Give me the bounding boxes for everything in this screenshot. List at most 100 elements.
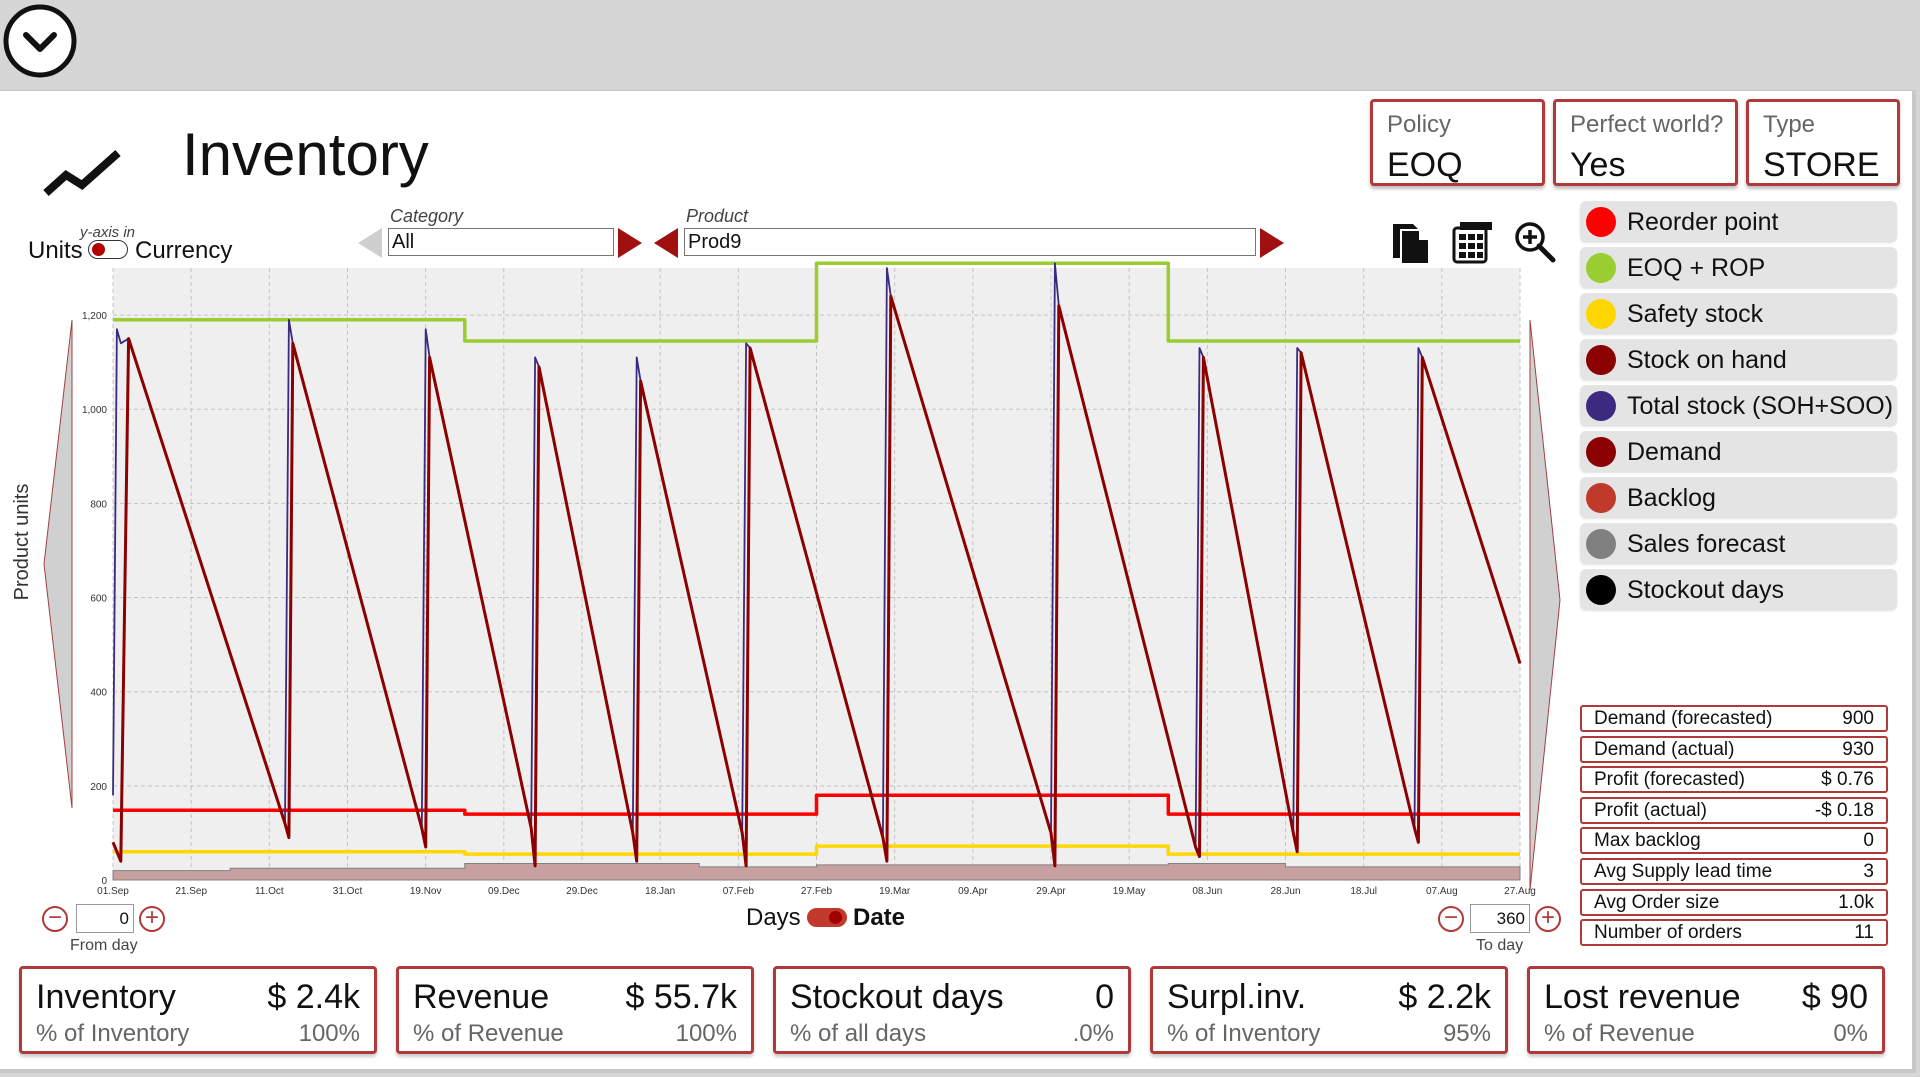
y-tick-label: 800 [90, 499, 107, 510]
kpi-value: $ 2.4k [267, 978, 360, 1016]
legend-swatch [1586, 253, 1616, 283]
legend-item[interactable]: Backlog [1580, 477, 1897, 517]
policy-box[interactable]: Policy EOQ [1370, 99, 1545, 186]
yaxis-toggle[interactable] [88, 240, 128, 259]
type-value: STORE [1763, 146, 1880, 184]
legend-item[interactable]: Reorder point [1580, 201, 1897, 241]
x-tick-label: 08.Jun [1192, 886, 1222, 897]
type-box[interactable]: Type STORE [1746, 99, 1900, 186]
date-label[interactable]: Date [853, 904, 906, 931]
stat-label: Demand (forecasted) [1594, 708, 1773, 729]
chart-scroll-left[interactable] [43, 319, 73, 809]
copy-icon[interactable] [1389, 218, 1433, 266]
kpi-percent: 100% [298, 1020, 360, 1047]
x-tick-label: 18.Jul [1350, 886, 1377, 897]
kpi-card[interactable]: Lost revenue $ 90 % of Revenue 0% [1527, 966, 1885, 1054]
stat-row: Profit (actual) -$ 0.18 [1580, 796, 1888, 824]
toggle-knob [92, 243, 105, 256]
stat-value: 1.0k [1838, 891, 1874, 913]
series-reorder-point [113, 793, 1520, 816]
legend-item[interactable]: Total stock (SOH+SOO) [1580, 385, 1897, 425]
series-safety-stock [113, 844, 1520, 856]
legend-item[interactable]: EOQ + ROP [1580, 247, 1897, 287]
legend-label: EOQ + ROP [1627, 254, 1766, 282]
series-stock-on-hand [111, 294, 1522, 868]
legend-swatch [1586, 437, 1616, 467]
stat-value: 3 [1863, 861, 1874, 882]
kpi-card[interactable]: Inventory $ 2.4k % of Inventory 100% [19, 966, 377, 1054]
x-tick-label: 31.Oct [333, 886, 363, 897]
stat-value: 11 [1854, 922, 1874, 944]
kpi-subtitle: % of Inventory [36, 1020, 190, 1047]
to-day-input[interactable]: 360 [1470, 904, 1530, 933]
legend-swatch [1586, 575, 1616, 605]
x-tick-label: 07.Aug [1426, 886, 1458, 897]
from-day-input[interactable]: 0 [76, 904, 134, 933]
perfect-world-value: Yes [1570, 146, 1626, 184]
stat-value: 0 [1863, 830, 1874, 852]
legend-item[interactable]: Safety stock [1580, 293, 1897, 333]
legend-label: Reorder point [1627, 208, 1779, 236]
legend-label: Demand [1627, 438, 1722, 466]
stat-label: Demand (actual) [1594, 738, 1735, 760]
x-tick-label: 21.Sep [175, 886, 207, 897]
legend-item[interactable]: Sales forecast [1580, 523, 1897, 563]
legend-item[interactable]: Stock on hand [1580, 339, 1897, 379]
category-input[interactable]: All [388, 228, 614, 256]
x-tick-label: 11.Oct [255, 886, 284, 897]
product-input[interactable]: Prod9 [684, 228, 1256, 256]
category-next-icon[interactable] [618, 228, 642, 258]
legend-swatch [1586, 299, 1616, 329]
xaxis-toggle[interactable] [807, 908, 847, 927]
units-label[interactable]: Units [28, 237, 83, 264]
y-tick-label: 200 [90, 782, 107, 793]
currency-label[interactable]: Currency [135, 237, 233, 264]
to-increment-button[interactable]: + [1535, 906, 1561, 932]
legend-label: Stockout days [1627, 576, 1785, 604]
to-decrement-button[interactable]: − [1438, 906, 1464, 932]
series-total-stock-soh-soo [112, 262, 1521, 848]
legend-label: Total stock (SOH+SOO) [1627, 392, 1894, 420]
calculator-icon[interactable] [1452, 220, 1494, 264]
from-decrement-button[interactable]: − [42, 906, 68, 932]
legend-item[interactable]: Demand [1580, 431, 1897, 471]
kpi-card[interactable]: Revenue $ 55.7k % of Revenue 100% [396, 966, 754, 1054]
stat-value: -$ 0.18 [1814, 799, 1874, 821]
x-tick-label: 19.Mar [879, 886, 911, 897]
from-increment-button[interactable]: + [139, 906, 165, 932]
y-tick-label: 1,200 [82, 311, 107, 322]
product-prev-icon[interactable] [654, 228, 678, 258]
y-axis-title: Product units [11, 484, 33, 601]
days-label[interactable]: Days [746, 904, 801, 931]
perfect-world-box[interactable]: Perfect world? Yes [1553, 99, 1738, 186]
stat-row: Demand (forecasted) 900 [1580, 705, 1888, 732]
legend-swatch [1586, 345, 1616, 375]
perfect-world-label: Perfect world? [1570, 111, 1724, 138]
stat-row: Avg Order size 1.0k [1580, 888, 1888, 916]
kpi-percent: 100% [675, 1020, 737, 1047]
line-chart-icon [43, 150, 121, 196]
stat-label: Number of orders [1594, 922, 1742, 944]
legend-item[interactable]: Stockout days [1580, 569, 1897, 609]
x-tick-label: 27.Aug [1504, 886, 1536, 897]
chevron-down-icon[interactable] [2, 3, 78, 79]
kpi-subtitle: % of all days [790, 1020, 927, 1047]
category-prev-icon[interactable] [358, 228, 382, 258]
x-tick-label: 19.Nov [410, 886, 442, 897]
y-tick-label: 1,000 [82, 405, 107, 416]
x-tick-label: 01.Sep [97, 886, 129, 897]
kpi-percent: .0% [1072, 1020, 1114, 1047]
chart-scroll-right[interactable] [1529, 319, 1561, 891]
product-next-icon[interactable] [1260, 228, 1284, 258]
kpi-subtitle: % of Revenue [413, 1020, 564, 1047]
kpi-percent: 0% [1833, 1020, 1868, 1047]
category-caption: Category [390, 206, 464, 226]
stat-row: Max backlog 0 [1580, 827, 1888, 855]
zoom-in-icon[interactable] [1513, 220, 1557, 264]
x-tick-label: 09.Dec [488, 886, 520, 897]
kpi-card[interactable]: Stockout days 0 % of all days .0% [773, 966, 1131, 1054]
kpi-card[interactable]: Surpl.inv. $ 2.2k % of Inventory 95% [1150, 966, 1508, 1054]
kpi-name: Inventory [36, 978, 176, 1016]
kpi-name: Stockout days [790, 978, 1004, 1016]
stat-label: Profit (forecasted) [1594, 769, 1745, 791]
